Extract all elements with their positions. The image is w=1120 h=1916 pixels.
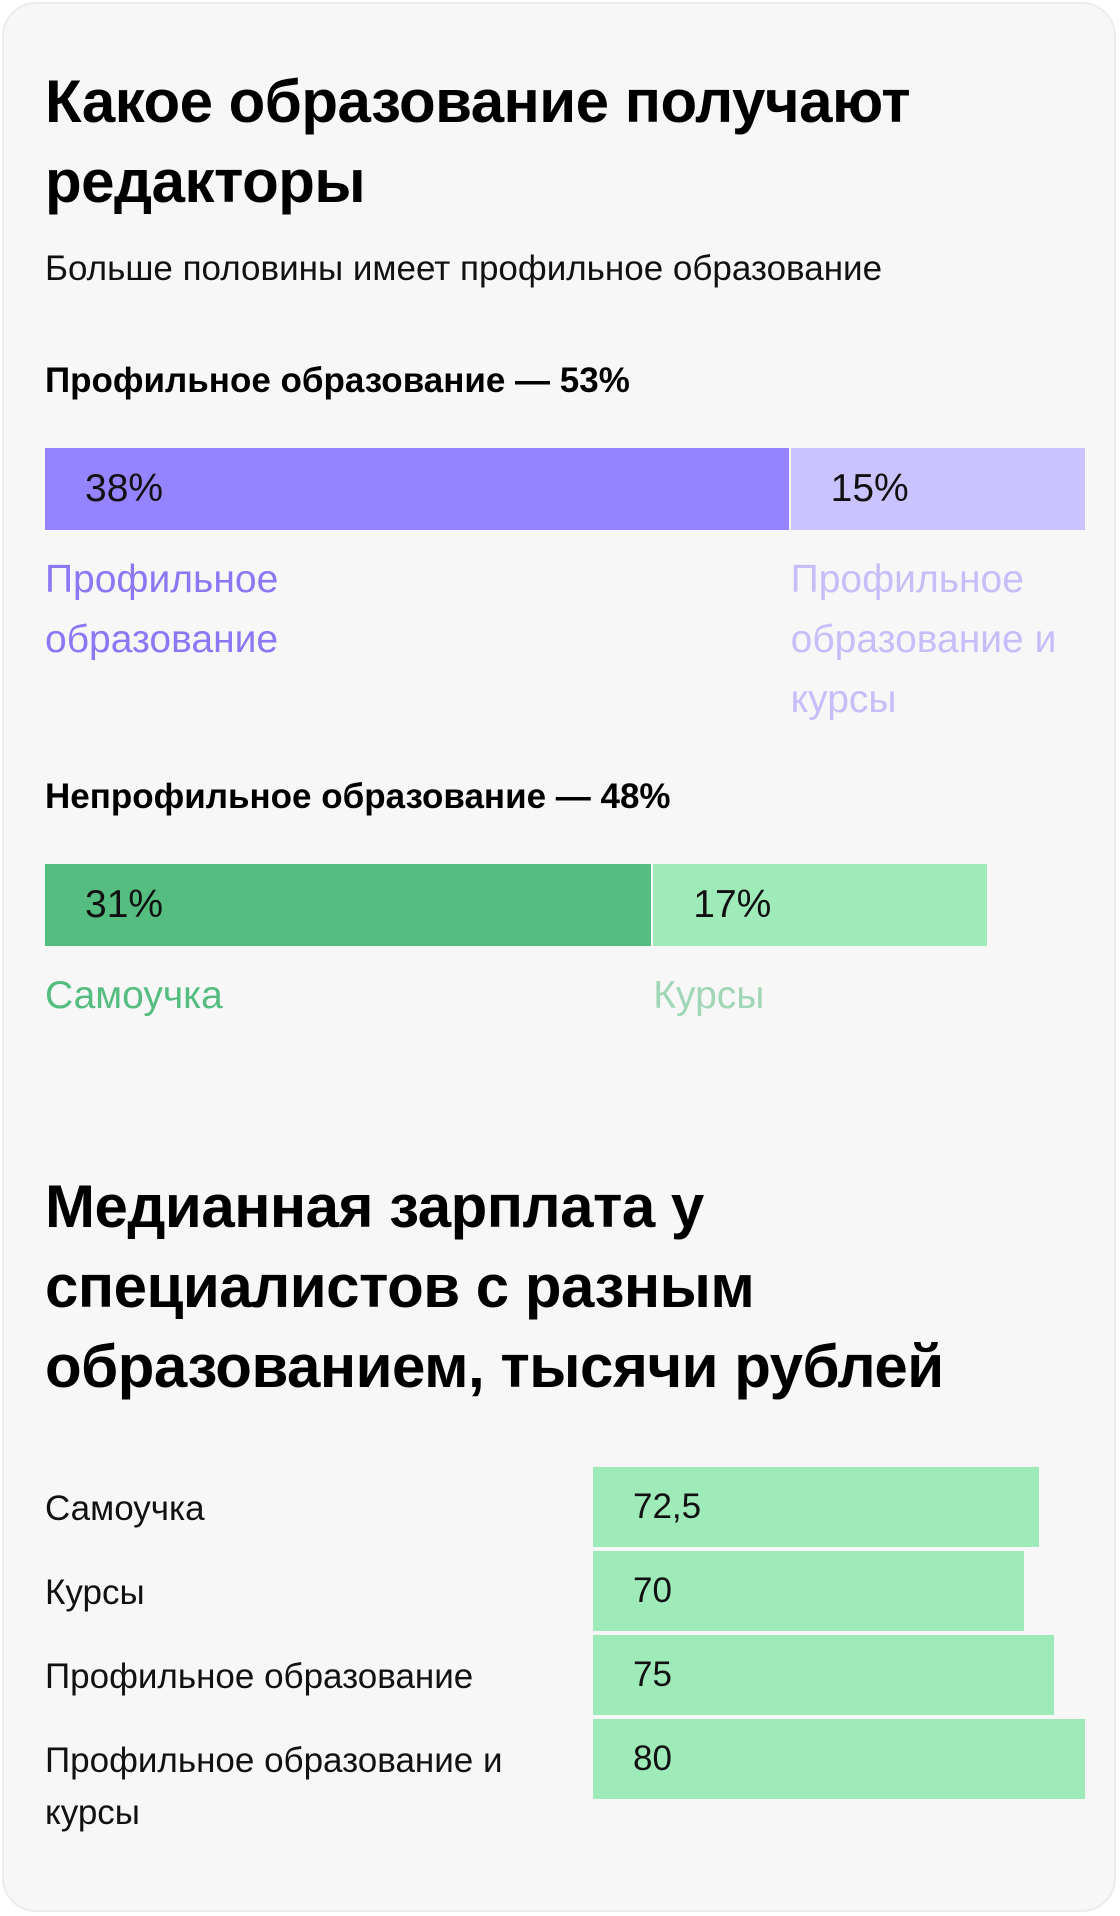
- chart1-title: Какое образование получают редакторы: [45, 68, 911, 215]
- segment-label-self-taught: Самоучка: [45, 974, 223, 1017]
- segment-label-profile: Профильное образование: [45, 558, 279, 661]
- nonprofile-group-heading: Непрофильное образование — 48%: [45, 777, 671, 816]
- segment-label-profile-courses: Профильное образование и курсы: [790, 558, 1057, 721]
- bar-segment-profile-courses: 15%: [790, 448, 1085, 530]
- salary-bar: 80: [593, 1719, 1085, 1799]
- chart2-title: Медианная зарплата у специалистов с разн…: [45, 1173, 944, 1400]
- chart1-subtitle: Больше половины имеет профильное образов…: [45, 249, 883, 288]
- bar-segment-courses: 17%: [653, 864, 987, 946]
- salary-bar: 70: [593, 1551, 1024, 1631]
- salary-category-label: Курсы: [45, 1573, 145, 1612]
- salary-bar: 72,5: [593, 1467, 1039, 1547]
- segment-label-courses: Курсы: [653, 974, 765, 1017]
- nonprofile-stacked-bar: 31% 17%: [45, 864, 1085, 946]
- bar-segment-self-taught: 31%: [45, 864, 652, 946]
- salary-bar: 75: [593, 1635, 1055, 1715]
- salary-category-label: Профильное образование и курсы: [45, 1741, 503, 1832]
- bar-segment-profile: 38%: [45, 448, 789, 530]
- salary-category-label: Самоучка: [45, 1489, 205, 1528]
- profile-stacked-bar: 38% 15%: [45, 448, 1085, 530]
- profile-group-heading: Профильное образование — 53%: [45, 361, 630, 400]
- salary-category-label: Профильное образование: [45, 1657, 474, 1696]
